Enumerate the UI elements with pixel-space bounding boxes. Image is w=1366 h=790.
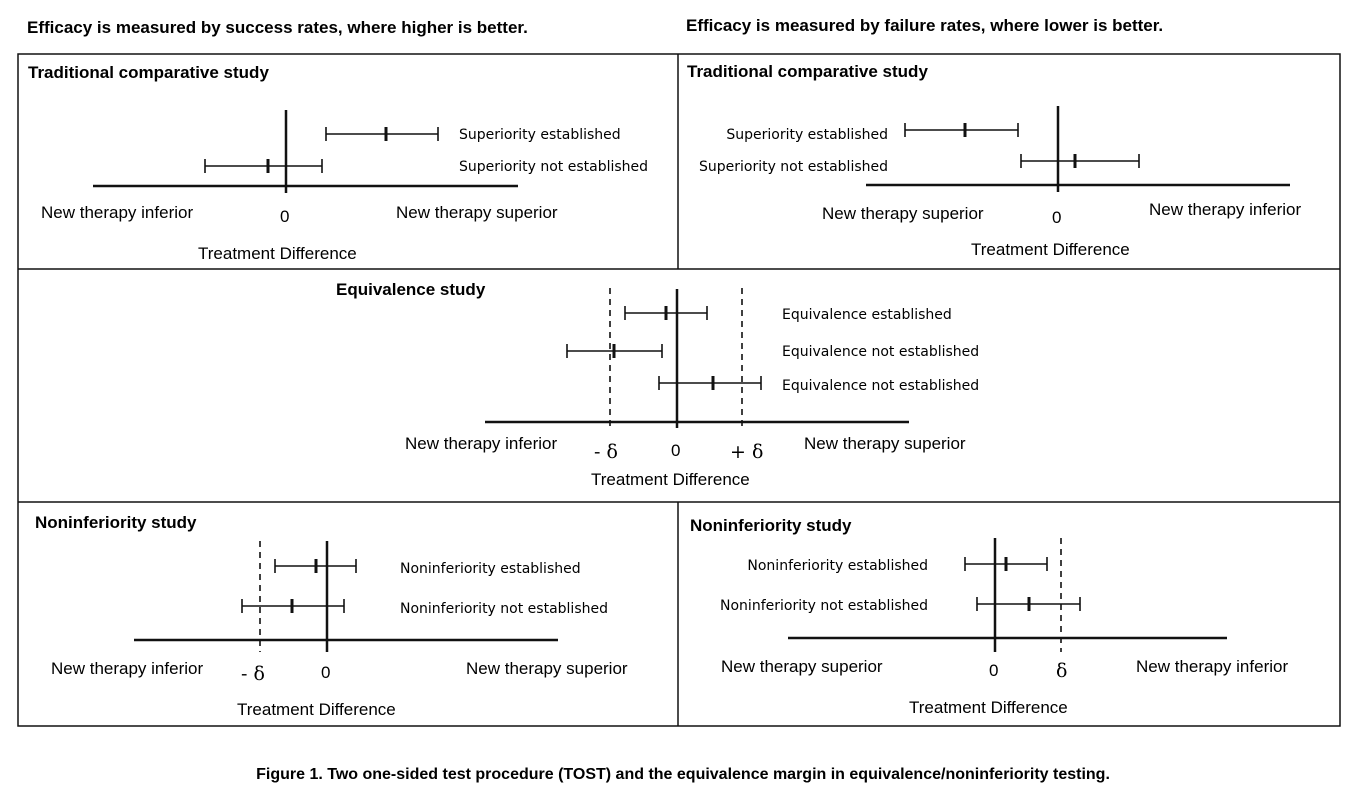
axis-end-label-superior: New therapy superior bbox=[396, 203, 558, 222]
axis-plus-delta-label: + δ bbox=[730, 441, 763, 463]
panel-title: Noninferiority study bbox=[690, 516, 852, 535]
axis-end-label-inferior: New therapy inferior bbox=[51, 659, 203, 678]
axis-end-label-superior: New therapy superior bbox=[721, 657, 883, 676]
axis-minus-delta-label: - δ bbox=[594, 441, 618, 463]
axis-zero-label: 0 bbox=[671, 441, 680, 460]
header-left: Efficacy is measured by success rates, w… bbox=[27, 18, 528, 37]
ci-bar-equivalence-not-established bbox=[658, 376, 762, 390]
axis-end-label-inferior: New therapy inferior bbox=[1149, 200, 1301, 219]
panel-title: Equivalence study bbox=[336, 280, 486, 299]
axis-title: Treatment Difference bbox=[198, 244, 357, 263]
axis-title: Treatment Difference bbox=[971, 240, 1130, 259]
ci-bar-superiority-established bbox=[904, 123, 1019, 137]
axis-end-label-superior: New therapy superior bbox=[804, 434, 966, 453]
ci-label: Equivalence not established bbox=[782, 344, 979, 360]
panel-title: Traditional comparative study bbox=[687, 62, 928, 81]
panel-traditional-left: Traditional comparative study Superiorit… bbox=[28, 63, 648, 263]
axis-end-label-inferior: New therapy inferior bbox=[1136, 657, 1288, 676]
panel-equivalence: Equivalence study Equivalence establishe… bbox=[336, 280, 979, 489]
ci-bar-superiority-established bbox=[325, 127, 439, 141]
ci-bar-noninferiority-established bbox=[274, 559, 357, 573]
panel-title: Noninferiority study bbox=[35, 513, 197, 532]
axis-delta-label: δ bbox=[1056, 660, 1067, 682]
axis-title: Treatment Difference bbox=[591, 470, 750, 489]
ci-bar-noninferiority-established bbox=[964, 557, 1048, 571]
ci-label: Equivalence not established bbox=[782, 378, 979, 394]
ci-bar-superiority-not-established bbox=[204, 159, 323, 173]
ci-label: Superiority not established bbox=[699, 159, 888, 175]
axis-title: Treatment Difference bbox=[237, 700, 396, 719]
ci-label: Noninferiority established bbox=[747, 558, 928, 574]
axis-end-label-inferior: New therapy inferior bbox=[405, 434, 557, 453]
axis-zero-label: 0 bbox=[321, 663, 330, 682]
axis-end-label-inferior: New therapy inferior bbox=[41, 203, 193, 222]
axis-end-label-superior: New therapy superior bbox=[822, 204, 984, 223]
ci-label: Noninferiority not established bbox=[720, 598, 928, 614]
ci-label: Superiority established bbox=[459, 127, 621, 143]
axis-zero-label: 0 bbox=[989, 661, 998, 680]
panel-frame bbox=[17, 53, 1341, 727]
ci-label: Superiority established bbox=[726, 127, 888, 143]
axis-end-label-superior: New therapy superior bbox=[466, 659, 628, 678]
ci-bar-noninferiority-not-established bbox=[976, 597, 1081, 611]
axis-zero-label: 0 bbox=[280, 207, 289, 226]
axis-minus-delta-label: - δ bbox=[241, 663, 265, 685]
header-right: Efficacy is measured by failure rates, w… bbox=[686, 16, 1163, 35]
ci-bar-noninferiority-not-established bbox=[241, 599, 345, 613]
figure-caption: Figure 1. Two one-sided test procedure (… bbox=[256, 766, 1110, 783]
ci-bar-equivalence-not-established bbox=[566, 344, 663, 358]
axis-zero-label: 0 bbox=[1052, 208, 1061, 227]
panel-traditional-right: Traditional comparative study Superiorit… bbox=[687, 62, 1301, 259]
panel-title: Traditional comparative study bbox=[28, 63, 269, 82]
axis-title: Treatment Difference bbox=[909, 698, 1068, 717]
ci-label: Superiority not established bbox=[459, 159, 648, 175]
ci-bar-superiority-not-established bbox=[1020, 154, 1140, 168]
ci-label: Noninferiority not established bbox=[400, 601, 608, 617]
ci-label: Equivalence established bbox=[782, 307, 952, 323]
panel-noninferiority-left: Noninferiority study Noninferiority esta… bbox=[35, 513, 628, 719]
ci-label: Noninferiority established bbox=[400, 561, 581, 577]
panel-noninferiority-right: Noninferiority study Noninferiority esta… bbox=[690, 516, 1288, 717]
ci-bar-equivalence-established bbox=[624, 306, 708, 320]
